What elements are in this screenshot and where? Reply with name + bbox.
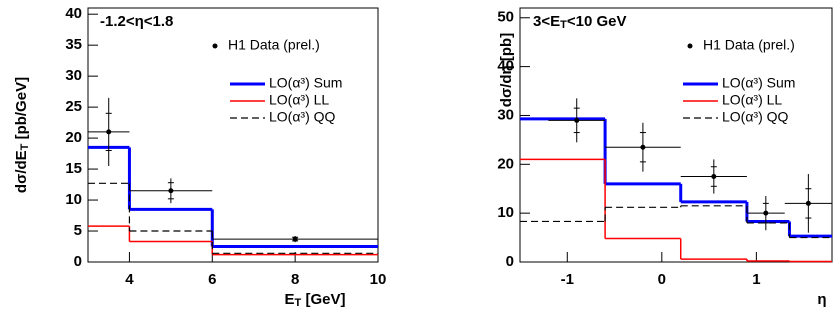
x-axis-label: η xyxy=(817,291,826,308)
x-tick-label: 8 xyxy=(291,271,299,288)
y-tick-label: 15 xyxy=(65,160,82,177)
y-tick-label: 30 xyxy=(497,106,514,123)
y-tick-label: 0 xyxy=(506,253,514,270)
data-point xyxy=(168,188,174,194)
subscript: T xyxy=(295,297,302,309)
data-point xyxy=(106,129,112,135)
y-tick-label: 20 xyxy=(65,129,82,146)
y-tick-label: 10 xyxy=(497,204,514,221)
y-tick-label: 25 xyxy=(65,98,82,115)
y-tick-label: 20 xyxy=(497,155,514,172)
data-point xyxy=(711,174,717,180)
label-part: dσ/dE xyxy=(13,150,30,193)
legend-label: LO(α³) Sum xyxy=(722,75,795,91)
label-part: 3<E xyxy=(533,13,560,30)
legend-label: LO(α³) LL xyxy=(722,92,782,108)
data-point xyxy=(640,144,646,150)
legend-marker xyxy=(687,43,693,49)
x-tick-label: -1 xyxy=(561,271,574,288)
y-tick-label: 50 xyxy=(497,9,514,26)
x-axis-label: ET [GeV] xyxy=(285,291,346,309)
annotation: 3<ET<10 GeV xyxy=(533,13,626,31)
label-part: <10 GeV xyxy=(567,13,627,30)
label-part: [GeV] xyxy=(301,291,345,308)
legend-label: LO(α³) Sum xyxy=(269,75,342,91)
label-part: [pb/GeV] xyxy=(13,77,30,144)
x-tick-label: 1 xyxy=(752,271,760,288)
y-tick-label: 30 xyxy=(65,67,82,84)
y-tick-label: 5 xyxy=(74,222,82,239)
y-tick-label: 40 xyxy=(65,5,82,22)
plot-frame xyxy=(519,7,833,263)
x-tick-label: 0 xyxy=(658,271,666,288)
y-axis-label: dσ/dET [pb/GeV] xyxy=(13,77,31,193)
y-tick-label: 10 xyxy=(65,191,82,208)
legend-label: H1 Data (prel.) xyxy=(703,37,795,53)
subscript: T xyxy=(560,19,567,31)
y-axis-label: dσ/dη [pb] xyxy=(498,33,515,107)
data-point xyxy=(574,117,580,123)
legend-label: LO(α³) LL xyxy=(269,92,329,108)
y-tick-label: 35 xyxy=(65,36,82,53)
subscript: T xyxy=(19,143,31,150)
data-point xyxy=(763,210,769,216)
data-point xyxy=(292,236,298,242)
legend-label: H1 Data (prel.) xyxy=(228,37,320,53)
plot-frame xyxy=(87,7,379,263)
x-tick-label: 10 xyxy=(370,271,387,288)
legend-label: LO(α³) QQ xyxy=(722,109,789,125)
legend-marker xyxy=(212,43,218,49)
annotation: -1.2<η<1.8 xyxy=(100,13,173,30)
x-tick-label: 4 xyxy=(125,271,134,288)
legend-label: LO(α³) QQ xyxy=(269,109,336,125)
x-tick-label: 6 xyxy=(208,271,216,288)
label-part: E xyxy=(285,291,295,308)
data-point xyxy=(805,200,811,206)
y-tick-label: 0 xyxy=(74,253,82,270)
y-tick-label: 40 xyxy=(497,58,514,75)
